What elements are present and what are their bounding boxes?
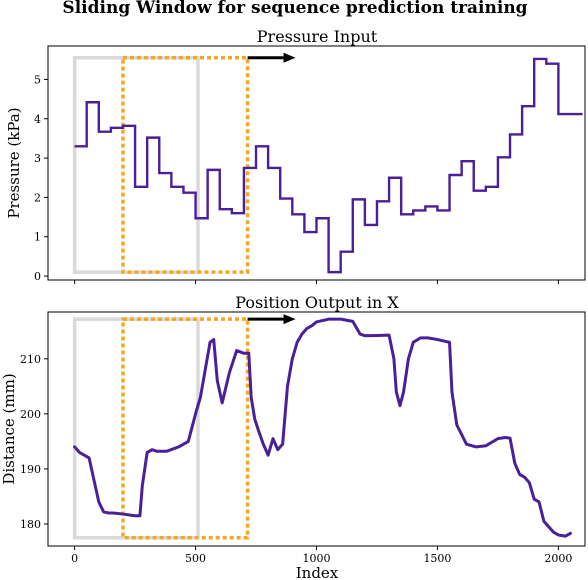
pressure-y-tick-label: 2 — [34, 191, 41, 204]
position-initial-window — [72, 317, 200, 540]
position-y-tick-label: 200 — [20, 408, 41, 421]
x-axis-label: Index — [296, 564, 339, 580]
pressure-initial-window — [72, 56, 200, 274]
pressure-y-tick-label: 5 — [34, 73, 41, 86]
pressure-y-tick-label: 4 — [34, 113, 41, 126]
pressure-y-tick-label: 1 — [34, 231, 41, 244]
position-y-tick-label: 190 — [20, 463, 41, 476]
pressure-shifted-window — [121, 56, 250, 274]
position-direction-arrow-head — [283, 314, 296, 325]
position-y-tick-label: 210 — [20, 353, 41, 366]
position-panel-title: Position Output in X — [235, 293, 399, 312]
position-x-tick-label: 2000 — [544, 552, 572, 565]
position-panel: Position Output in X 0 500 1000 1500 2000 180… — [0, 293, 586, 580]
pressure-series-line — [74, 57, 583, 274]
position-shifted-window — [121, 317, 250, 540]
position-plot-frame — [47, 311, 586, 547]
position-series-line — [73, 317, 572, 538]
pressure-plot-frame — [47, 45, 586, 281]
position-y-tick-label: 180 — [20, 518, 41, 531]
position-x-tick-label: 1500 — [423, 552, 451, 565]
pressure-y-tick-label: 0 — [34, 270, 41, 283]
position-x-tick-label: 500 — [185, 552, 206, 565]
position-x-tick-label: 1000 — [303, 552, 331, 565]
pressure-panel: Pressure Input 0 1 2 3 4 5 Pressure (kPa) — [5, 27, 586, 284]
position-x-tick-label: 0 — [71, 552, 78, 565]
figure-title: Sliding Window for sequence prediction t… — [62, 0, 527, 18]
pressure-direction-arrow-head — [283, 52, 296, 63]
pressure-y-axis-label: Pressure (kPa) — [5, 107, 23, 218]
position-y-axis-label: Distance (mm) — [0, 373, 18, 484]
pressure-panel-title: Pressure Input — [257, 27, 378, 46]
pressure-y-tick-label: 3 — [34, 152, 41, 165]
